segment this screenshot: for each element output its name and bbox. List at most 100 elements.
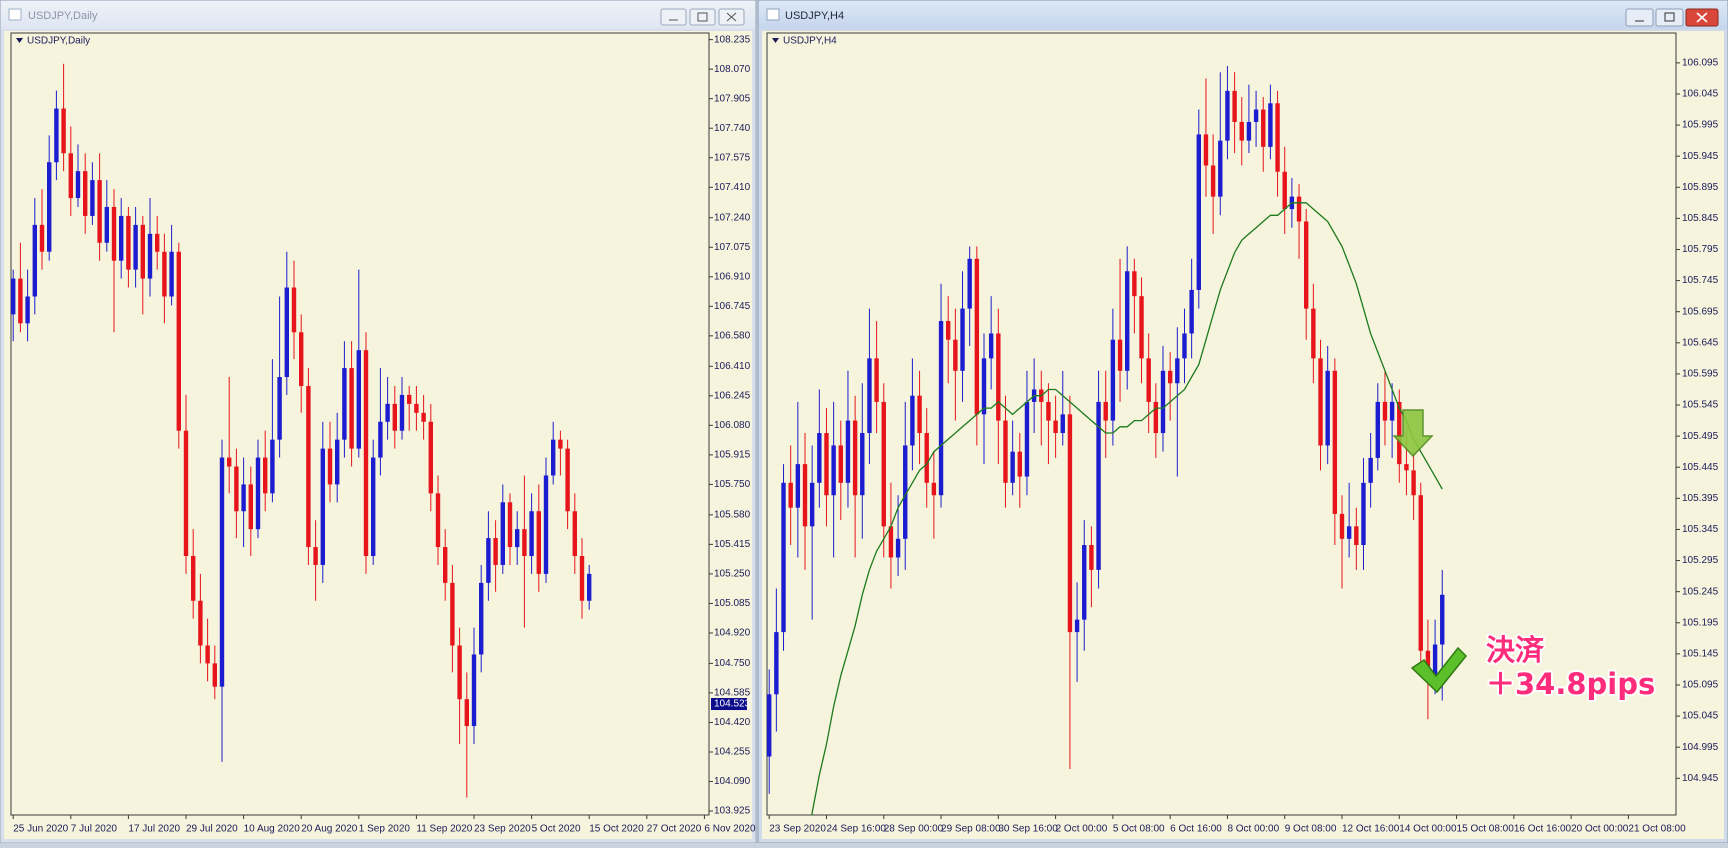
candle-body bbox=[320, 448, 325, 565]
y-tick-label: 105.745 bbox=[1682, 275, 1719, 286]
y-tick-label: 108.070 bbox=[714, 64, 751, 75]
candle-body bbox=[140, 224, 145, 279]
candle-body bbox=[1432, 644, 1438, 682]
candle-body bbox=[938, 321, 944, 496]
y-tick-label: 105.295 bbox=[1682, 555, 1719, 566]
title-bar bbox=[1, 1, 755, 29]
candle-body bbox=[1203, 134, 1209, 166]
candle-body bbox=[579, 556, 585, 601]
candle-body bbox=[104, 206, 109, 243]
candle-body bbox=[809, 482, 815, 527]
candle-body bbox=[471, 654, 477, 727]
candle-body bbox=[543, 475, 549, 574]
candle-body bbox=[1175, 358, 1180, 384]
chart-title: USDJPY,H4 bbox=[783, 36, 837, 47]
y-tick-label: 105.250 bbox=[714, 569, 751, 580]
candle-body bbox=[1210, 165, 1216, 197]
title-bar bbox=[759, 1, 1727, 29]
candle-body bbox=[1375, 401, 1380, 458]
candle-body bbox=[1060, 414, 1065, 434]
y-tick-label: 105.895 bbox=[1682, 182, 1719, 193]
candle-body bbox=[1246, 121, 1252, 141]
window-buttons[interactable] bbox=[660, 8, 745, 26]
candle-body bbox=[1225, 90, 1230, 141]
candle-body bbox=[1074, 619, 1080, 633]
y-tick-label: 105.095 bbox=[1682, 680, 1719, 691]
candle-body bbox=[313, 547, 318, 565]
y-tick-label: 105.945 bbox=[1682, 151, 1719, 162]
candle-body bbox=[493, 538, 498, 565]
y-tick-label: 104.945 bbox=[1682, 773, 1719, 784]
y-tick-label: 106.045 bbox=[1682, 89, 1719, 100]
candle-body bbox=[198, 600, 203, 646]
y-tick-label: 105.915 bbox=[714, 450, 751, 461]
candle-body bbox=[565, 448, 570, 512]
candle-body bbox=[1332, 370, 1338, 514]
candle-body bbox=[1311, 308, 1316, 359]
candle-body bbox=[133, 224, 138, 270]
x-tick-label: 10 Aug 2020 bbox=[244, 824, 301, 835]
y-tick-label: 107.740 bbox=[714, 123, 751, 134]
maximize-button[interactable] bbox=[1655, 8, 1684, 27]
candle-body bbox=[917, 395, 922, 434]
y-tick-label: 105.195 bbox=[1682, 617, 1719, 628]
candle-body bbox=[234, 466, 239, 512]
candle-body bbox=[953, 339, 958, 371]
candle-body bbox=[162, 251, 167, 297]
x-tick-label: 30 Sep 16:00 bbox=[998, 824, 1058, 835]
chart-area bbox=[762, 31, 1724, 839]
window-icon bbox=[766, 8, 780, 21]
candle-body bbox=[874, 358, 879, 402]
x-tick-label: 12 Oct 16:00 bbox=[1342, 824, 1400, 835]
y-tick-label: 104.090 bbox=[714, 776, 751, 787]
x-tick-label: 2 Oct 00:00 bbox=[1056, 824, 1108, 835]
menu-triangle bbox=[772, 38, 779, 43]
y-tick-label: 106.910 bbox=[714, 271, 751, 282]
y-tick-label: 105.495 bbox=[1682, 431, 1719, 442]
x-tick-label: 28 Sep 00:00 bbox=[884, 824, 944, 835]
candle-body bbox=[767, 694, 772, 757]
x-tick-label: 14 Oct 00:00 bbox=[1399, 824, 1457, 835]
x-tick-label: 6 Nov 2020 bbox=[704, 824, 756, 835]
candle-body bbox=[479, 582, 484, 655]
candle-body bbox=[817, 433, 822, 483]
candle-body bbox=[327, 448, 333, 485]
x-tick-label: 23 Sep 2020 bbox=[474, 824, 531, 835]
window-buttons[interactable] bbox=[1625, 8, 1719, 27]
annotation: 決済 bbox=[1486, 633, 1545, 667]
candle-body bbox=[522, 529, 527, 557]
candle-body bbox=[551, 439, 556, 476]
y-tick-label: 106.745 bbox=[714, 301, 751, 312]
y-tick-label: 107.075 bbox=[714, 242, 751, 253]
candle-body bbox=[895, 538, 901, 558]
candle-body bbox=[1382, 401, 1388, 421]
candle-body bbox=[1440, 594, 1445, 645]
y-tick-label: 104.750 bbox=[714, 658, 751, 669]
plot-frame bbox=[10, 32, 710, 816]
x-tick-label: 16 Oct 16:00 bbox=[1514, 824, 1572, 835]
candle-body bbox=[881, 401, 886, 527]
candle-body bbox=[1046, 401, 1051, 421]
candle-body bbox=[1389, 401, 1395, 421]
minimize-button[interactable] bbox=[660, 8, 687, 26]
y-tick-label: 105.695 bbox=[1682, 306, 1719, 317]
candle-body bbox=[32, 224, 37, 297]
y-tick-label: 106.080 bbox=[714, 420, 751, 431]
x-tick-label: 29 Sep 08:00 bbox=[941, 824, 1001, 835]
y-tick-label: 105.145 bbox=[1682, 649, 1719, 660]
x-tick-label: 24 Sep 16:00 bbox=[826, 824, 886, 835]
candle-body bbox=[788, 482, 793, 508]
candle-body bbox=[1096, 401, 1101, 570]
candle-body bbox=[119, 215, 124, 261]
minimize-button[interactable] bbox=[1625, 8, 1654, 27]
candle-body bbox=[1253, 109, 1259, 122]
window-title: USDJPY,Daily bbox=[28, 10, 98, 22]
candle-body bbox=[1003, 420, 1008, 483]
candle-body bbox=[450, 582, 455, 646]
y-tick-label: 104.585 bbox=[714, 688, 751, 699]
candle-body bbox=[1182, 333, 1187, 359]
candle-body bbox=[1167, 370, 1173, 384]
candle-body bbox=[1160, 370, 1166, 434]
candle-body bbox=[1024, 401, 1030, 477]
maximize-button[interactable] bbox=[689, 8, 716, 26]
